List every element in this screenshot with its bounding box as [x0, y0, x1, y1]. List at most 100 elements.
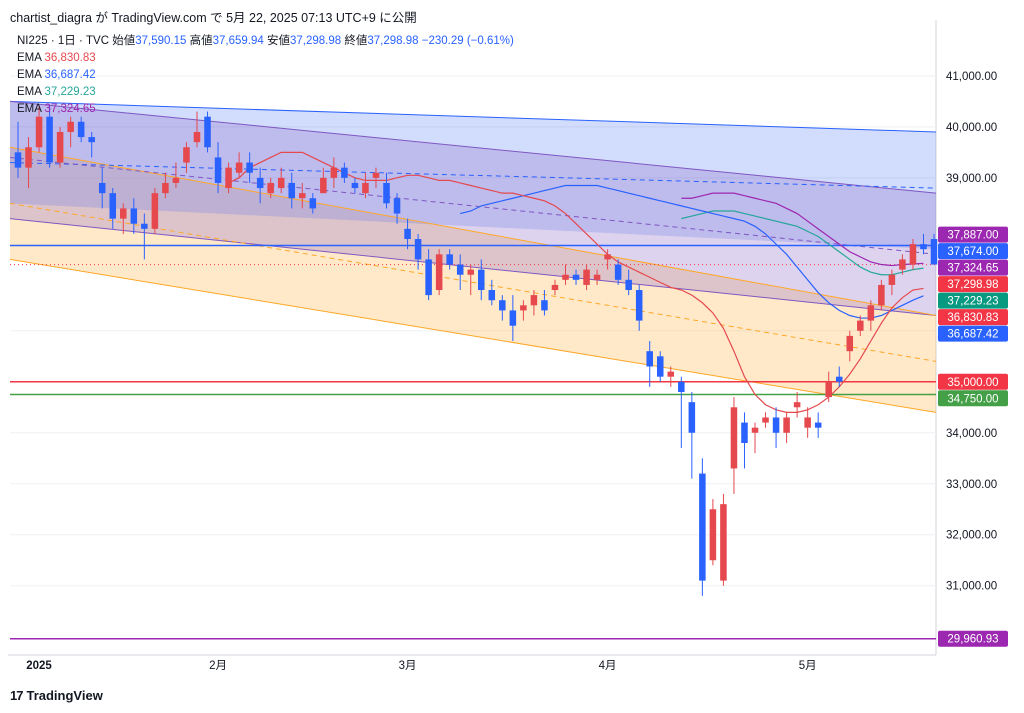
- candle: [509, 295, 517, 341]
- candle: [930, 233, 938, 265]
- candle-body: [751, 427, 759, 433]
- candle-body: [656, 356, 664, 377]
- candle-body: [162, 182, 169, 194]
- candle-body: [109, 193, 117, 219]
- candle-body: [541, 300, 548, 311]
- ema-value: 36,687.42: [44, 69, 96, 81]
- candle-body: [351, 182, 359, 189]
- candle: [204, 111, 211, 153]
- candle-body: [414, 239, 422, 260]
- ohlc-row: NI225 · 1日 · TVC 始値37,590.15 高値37,659.94…: [17, 33, 514, 50]
- candle-body: [267, 182, 274, 194]
- price-tag-bg: [938, 226, 1008, 243]
- candle: [456, 254, 464, 291]
- time-tick-label: 2025: [26, 660, 52, 672]
- price-tag: 36,830.83: [938, 309, 1008, 326]
- candle-body: [183, 147, 190, 163]
- price-tag-label: 29,960.93: [947, 634, 998, 646]
- candle: [88, 131, 95, 158]
- change-value: −230.29 (−0.61%): [421, 35, 514, 47]
- price-tag-label: 36,830.83: [947, 312, 998, 324]
- ema-value: 37,229.23: [44, 86, 96, 98]
- candle-body: [867, 305, 875, 321]
- symbol-label: NI225 · 1日 · TVC: [17, 35, 110, 47]
- time-axis: 2025 2月 3月 4月 5月: [26, 660, 816, 672]
- candle-body: [499, 300, 506, 311]
- candle: [183, 142, 190, 173]
- candle: [330, 157, 338, 189]
- candle: [46, 106, 53, 168]
- price-tag-bg: [938, 243, 1008, 260]
- candle: [414, 233, 422, 270]
- purple-channel-bottom: [9, 218, 937, 317]
- candle: [467, 264, 474, 296]
- candle: [77, 116, 85, 143]
- candle-body: [530, 295, 538, 306]
- candle: [488, 279, 496, 306]
- candle-body: [604, 254, 611, 260]
- candle: [899, 254, 906, 275]
- candle-body: [783, 417, 790, 433]
- candle: [267, 177, 274, 199]
- price-tag-label: 35,000.00: [947, 377, 998, 389]
- candle-body: [14, 152, 22, 168]
- candle: [751, 422, 759, 454]
- candle-body: [320, 177, 327, 194]
- candle-body: [67, 121, 74, 132]
- orange-channel-mid: [9, 202, 937, 362]
- candle: [225, 162, 232, 194]
- candle: [172, 162, 180, 189]
- candle: [762, 412, 769, 428]
- candle: [772, 407, 780, 449]
- candle: [67, 116, 74, 148]
- candle-body: [225, 167, 232, 189]
- open-value: 37,590.15: [135, 35, 187, 47]
- candle-body: [667, 371, 675, 377]
- time-tick-label: 4月: [599, 660, 617, 672]
- candle: [699, 458, 706, 596]
- ema-label: EMA: [17, 103, 42, 115]
- candle-body: [699, 473, 706, 581]
- candle-body: [130, 208, 138, 224]
- candle-body: [593, 274, 601, 280]
- candle-body: [456, 264, 464, 275]
- candle: [846, 330, 854, 362]
- candle-body: [930, 239, 938, 265]
- candle-body: [635, 290, 643, 321]
- candle: [193, 111, 201, 148]
- candle-body: [383, 182, 390, 204]
- candle: [35, 106, 43, 153]
- candle: [835, 366, 843, 387]
- ema-row-3: EMA 37,229.23: [17, 84, 514, 101]
- price-tags: 37,887.00 37,674.00 37,324.65 37,298.98 37,2…: [938, 226, 1008, 647]
- candle-body: [551, 284, 559, 291]
- blue-channel-top: [9, 100, 937, 133]
- price-tag-bg: [938, 373, 1008, 390]
- price-tag: 37,887.00: [938, 226, 1008, 243]
- candle-body: [583, 269, 590, 285]
- candle-body: [562, 274, 569, 280]
- publish-header: chartist_diagra が TradingView.com で 5月 2…: [10, 11, 417, 25]
- candle: [277, 167, 285, 194]
- candle-body: [288, 182, 296, 199]
- price-tag: 37,324.65: [938, 259, 1008, 276]
- price-tag: 37,298.98: [938, 276, 1008, 293]
- candle: [678, 376, 685, 449]
- candle: [688, 391, 696, 479]
- ema-value: 37,324.65: [44, 103, 96, 115]
- candle-body: [56, 131, 64, 163]
- candle: [646, 341, 653, 387]
- tradingview-logo-icon: 17: [10, 688, 24, 703]
- candle-body: [825, 381, 832, 398]
- price-tag-label: 34,750.00: [947, 393, 998, 405]
- candle-body: [520, 305, 527, 311]
- candle: [593, 269, 601, 285]
- price-tick-label: 33,000.00: [946, 479, 997, 491]
- horizontal-level-lines: [10, 244, 936, 640]
- candle: [783, 412, 790, 443]
- price-tag-bg: [938, 276, 1008, 293]
- price-tick-label: 41,000.00: [946, 71, 997, 83]
- candle: [56, 126, 64, 168]
- candle: [98, 167, 106, 209]
